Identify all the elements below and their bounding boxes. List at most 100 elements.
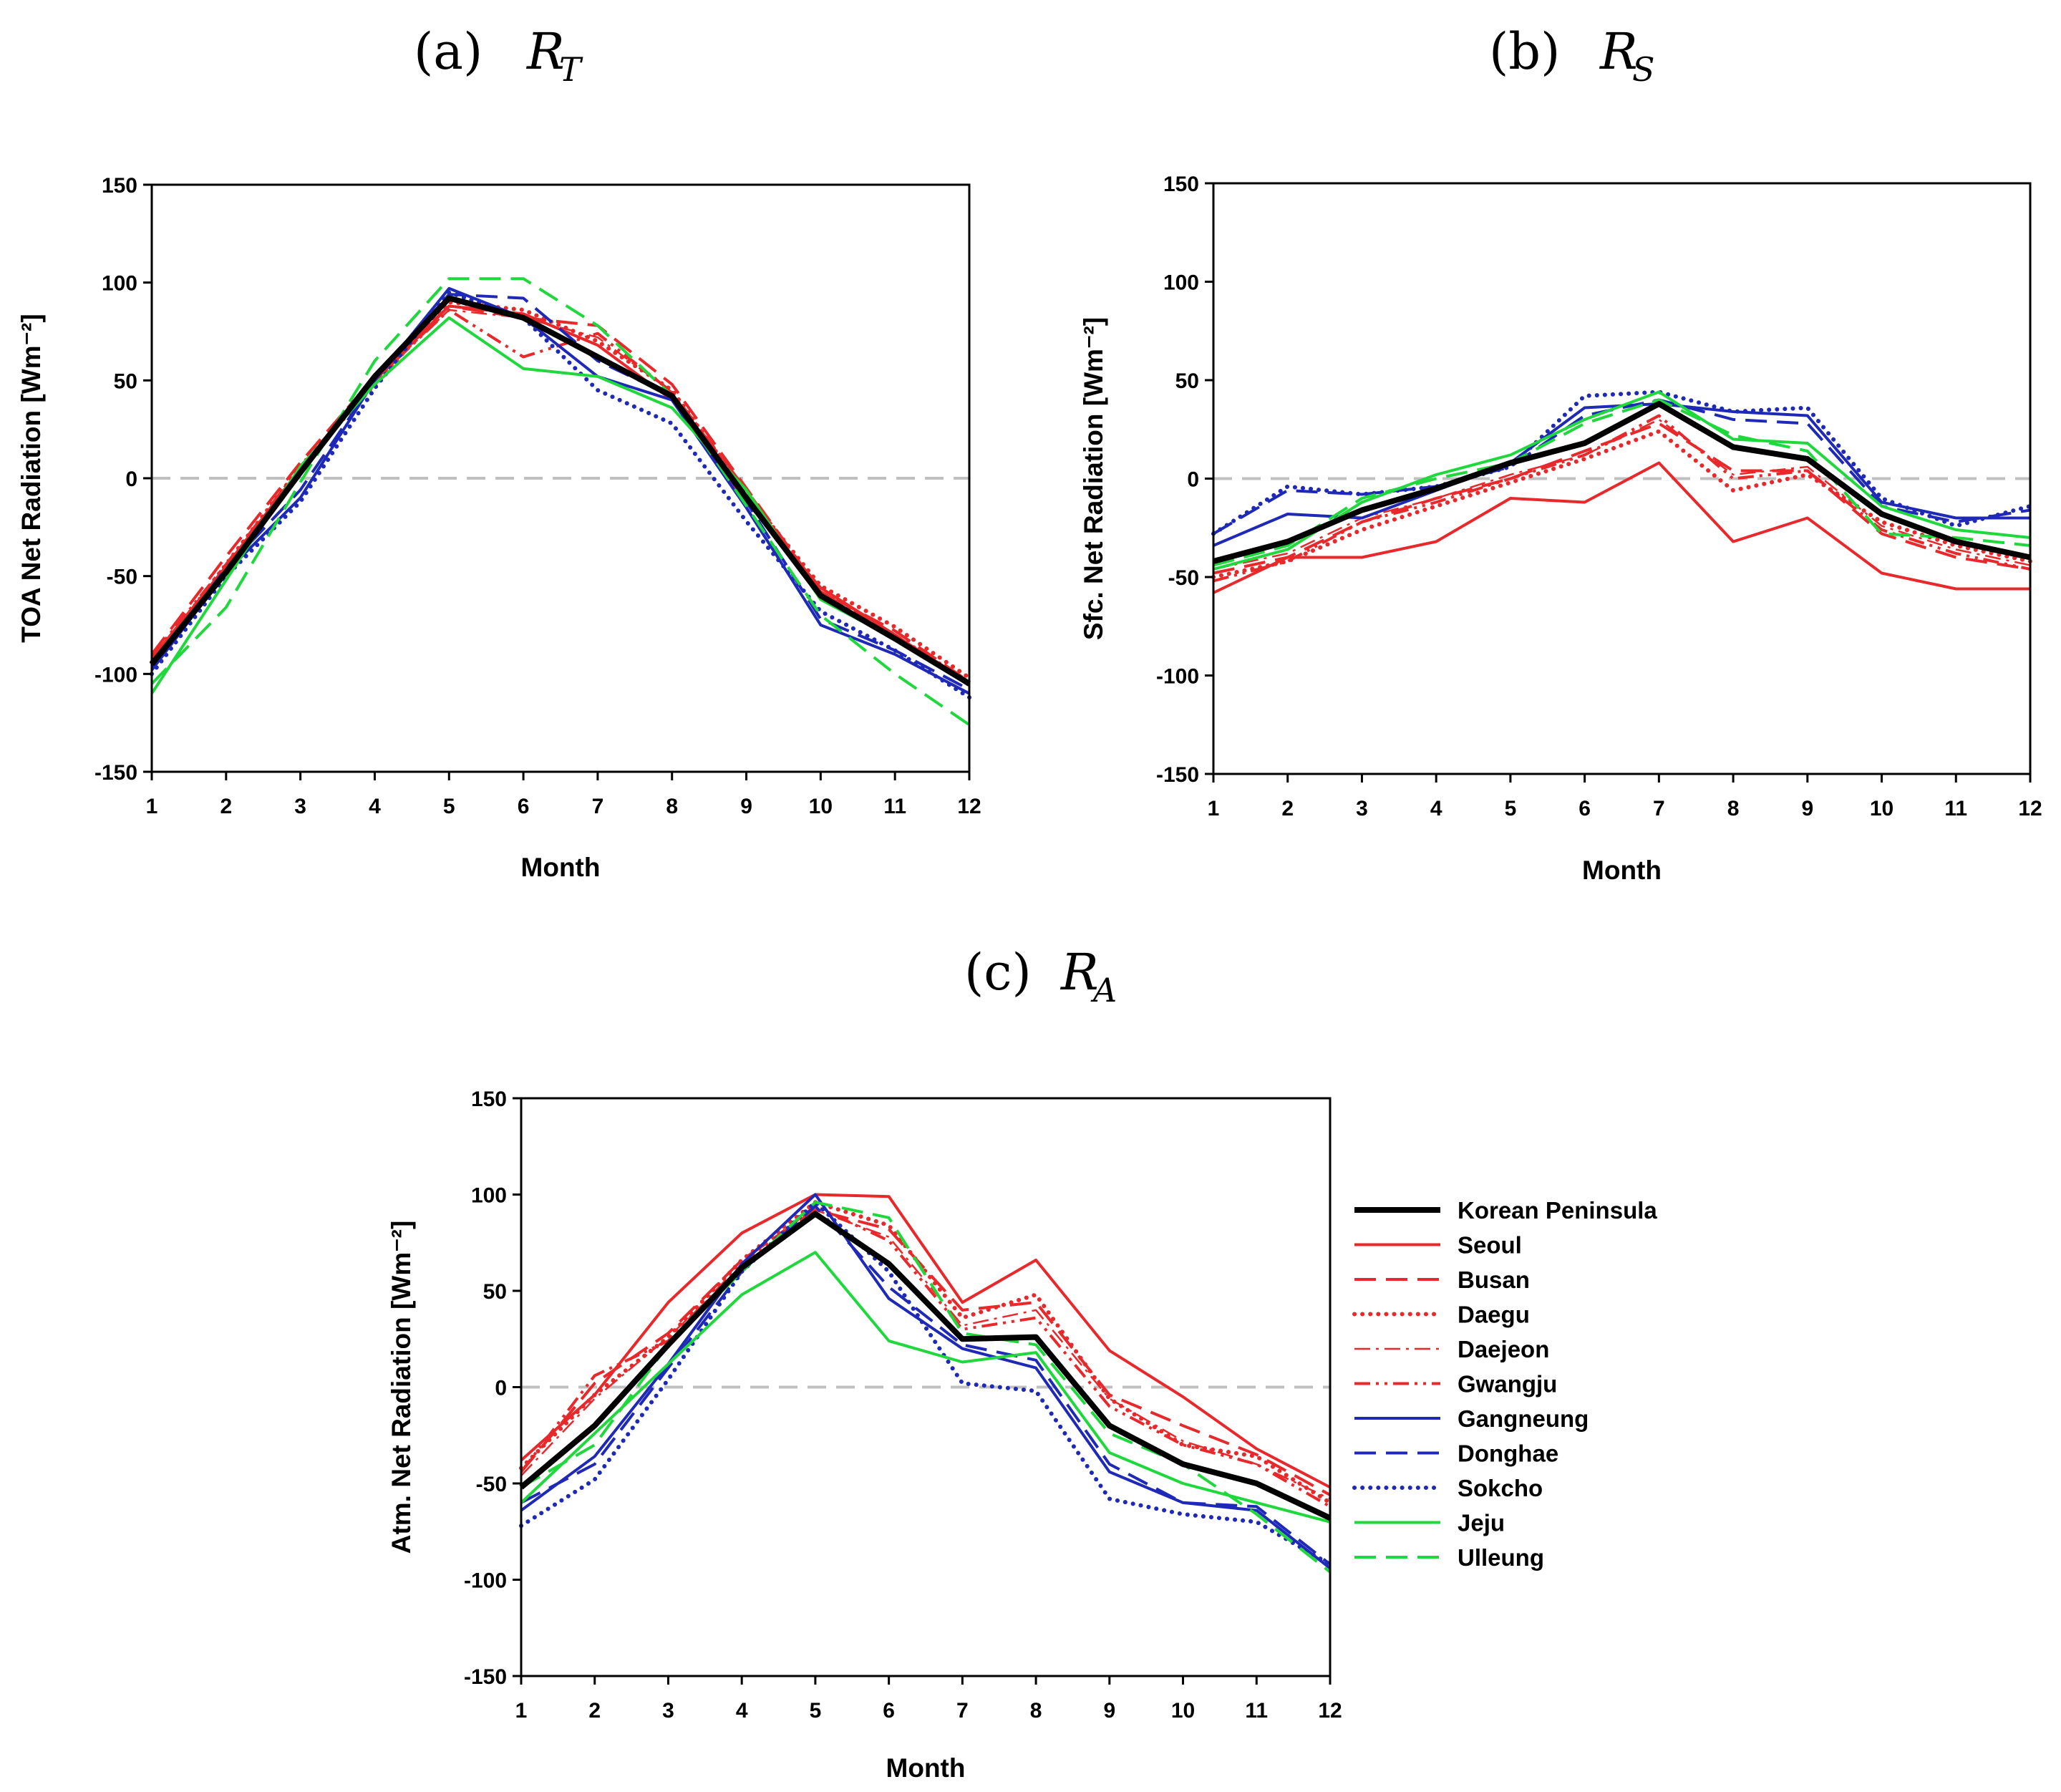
series-gwangju-line: [520, 1204, 1331, 1508]
x-tick-label: 5: [1505, 797, 1517, 820]
x-tick-label: 3: [662, 1699, 674, 1723]
y-tick-label: 50: [114, 369, 137, 393]
x-tick-label: 6: [518, 795, 530, 818]
x-tick-label: 10: [1870, 797, 1893, 820]
legend-label-gangneung: Gangneung: [1458, 1405, 1589, 1432]
legend-label-korean-peninsula: Korean Peninsula: [1458, 1197, 1657, 1224]
legend-label-jeju: Jeju: [1458, 1510, 1505, 1536]
panel-subscript-c: A: [1090, 971, 1117, 1009]
series-sokcho-line: [1211, 389, 2032, 536]
y-tick-label: 150: [471, 1088, 507, 1111]
legend-label-sokcho: Sokcho: [1458, 1475, 1543, 1501]
panel-label-c: (c): [964, 943, 1032, 1002]
x-tick-label: 1: [146, 795, 158, 818]
panel-label-a: (a): [414, 22, 482, 81]
legend-label-ulleung: Ulleung: [1458, 1544, 1544, 1571]
panel-subscript-b: S: [1632, 50, 1655, 89]
y-tick-label: 0: [1187, 468, 1199, 492]
x-tick-label: 4: [369, 795, 381, 818]
x-tick-label: 9: [1801, 797, 1813, 820]
x-tick-label: 7: [956, 1699, 969, 1723]
series-seoul-line: [520, 1193, 1331, 1489]
y-tick-label: -150: [1156, 763, 1199, 787]
x-tick-label: 11: [1245, 1699, 1268, 1723]
x-tick-label: 10: [1171, 1699, 1195, 1723]
panel-symbol-c: R: [1059, 943, 1099, 1002]
x-tick-label: 8: [666, 795, 678, 818]
y-tick-label: 150: [102, 174, 137, 198]
legend-label-daejeon: Daejeon: [1458, 1336, 1549, 1362]
series-ulleung-line: [150, 277, 971, 727]
series-daegu-line: [1211, 429, 2032, 579]
series-busan-line: [150, 304, 971, 683]
y-tick-label: 100: [471, 1184, 507, 1208]
x-tick-label: 1: [515, 1699, 528, 1723]
y-tick-label: 100: [1163, 271, 1199, 295]
x-tick-label: 7: [592, 795, 604, 818]
x-tick-label: 8: [1727, 797, 1740, 820]
panel-title-a: (a) R T: [414, 22, 583, 89]
x-tick-label: 6: [1579, 797, 1591, 820]
x-tick-label: 8: [1030, 1699, 1042, 1723]
y-axis-label: Atm. Net Radiation [Wm⁻²]: [387, 1221, 416, 1554]
x-tick-label: 2: [588, 1699, 601, 1723]
legend-label-busan: Busan: [1458, 1266, 1530, 1293]
y-tick-label: 50: [1175, 369, 1199, 393]
legend-label-gwangju: Gwangju: [1458, 1371, 1557, 1398]
x-tick-label: 3: [1356, 797, 1368, 820]
series-seoul-line: [1213, 461, 2030, 594]
x-tick-label: 9: [1103, 1699, 1115, 1723]
x-tick-label: 5: [443, 795, 455, 818]
series-donghae-line: [520, 1204, 1332, 1566]
x-axis-label: Month: [521, 853, 601, 882]
legend-label-seoul: Seoul: [1458, 1232, 1522, 1259]
y-tick-label: -50: [107, 566, 137, 589]
series-korean-peninsula-line: [1212, 401, 2031, 564]
legend-label-donghae: Donghae: [1458, 1440, 1558, 1467]
x-tick-label: 12: [2018, 797, 2042, 820]
series-sokcho-line: [150, 290, 971, 700]
panel-title-c: (c) R A: [964, 943, 1117, 1009]
x-tick-label: 3: [294, 795, 306, 818]
series-daegu-line: [150, 300, 971, 680]
y-tick-label: -100: [94, 663, 137, 687]
series-daejeon-line: [1213, 418, 2031, 571]
x-tick-label: 11: [883, 795, 906, 818]
panel-label-b: (b): [1489, 22, 1560, 81]
series-sokcho-line: [519, 1200, 1332, 1566]
series-jeju-line: [520, 1251, 1331, 1524]
series-daejeon-line: [520, 1209, 1331, 1500]
panel-subscript-a: T: [559, 50, 583, 89]
series-korean-peninsula-line: [519, 1211, 1332, 1521]
y-tick-label: -50: [1168, 566, 1199, 590]
legend: Korean Peninsula Seoul Busan Daegu Daejeon Gw…: [1352, 1197, 1657, 1571]
x-tick-label: 10: [809, 795, 833, 818]
y-tick-label: 0: [125, 468, 137, 491]
series-donghae-line: [150, 293, 970, 691]
legend-label-daegu: Daegu: [1458, 1302, 1530, 1328]
x-tick-label: 5: [810, 1699, 822, 1723]
y-axis-label: TOA Net Radiation [Wm⁻²]: [16, 314, 46, 642]
x-tick-label: 4: [1430, 797, 1442, 820]
x-tick-label: 12: [957, 795, 981, 818]
x-tick-label: 2: [1281, 797, 1294, 820]
x-tick-label: 6: [883, 1699, 895, 1723]
series-gwangju-line: [150, 308, 971, 683]
y-tick-label: 50: [483, 1280, 507, 1304]
x-tick-label: 9: [740, 795, 752, 818]
y-tick-label: -50: [476, 1473, 507, 1496]
y-tick-label: -100: [1156, 665, 1199, 689]
y-tick-label: 150: [1163, 173, 1199, 196]
x-axis-label: Month: [886, 1753, 966, 1783]
x-axis-label: Month: [1582, 856, 1662, 885]
y-tick-label: -100: [464, 1569, 507, 1593]
series-busan-line: [520, 1209, 1331, 1496]
series-ulleung-line: [1213, 398, 2031, 567]
series-jeju-line: [1213, 390, 2031, 571]
series-korean-peninsula-line: [149, 295, 971, 687]
x-tick-label: 1: [1208, 797, 1220, 820]
panel-title-b: (b) R S: [1489, 22, 1655, 89]
